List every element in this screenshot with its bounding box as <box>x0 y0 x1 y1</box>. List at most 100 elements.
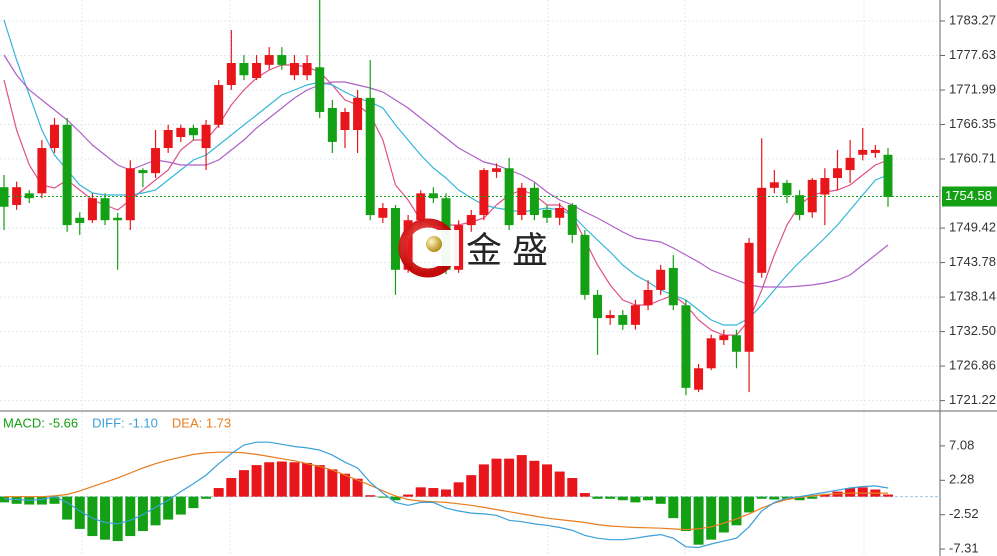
macd-bar <box>163 496 174 520</box>
candle-body <box>163 129 173 149</box>
candle-body <box>378 207 388 218</box>
candle-body <box>542 209 552 218</box>
candle-body <box>252 63 262 78</box>
macd-bar <box>441 489 451 497</box>
candle-body <box>492 168 502 172</box>
macd-bar <box>377 496 388 498</box>
macd-bar <box>36 496 47 505</box>
candle-body <box>264 55 274 65</box>
candle-body <box>681 305 691 388</box>
macd-bar <box>630 496 641 503</box>
candle-body <box>50 124 60 149</box>
candle-body <box>757 187 767 273</box>
candle-body <box>479 170 489 216</box>
watermark-text: 金 盛 <box>466 230 548 271</box>
macd-bar <box>643 496 654 501</box>
macd-bar <box>112 496 123 542</box>
macd-bar <box>769 496 780 500</box>
macd-bar <box>756 496 767 499</box>
y-tick-label: 2.28 <box>949 472 974 487</box>
y-tick-label: 1743.78 <box>949 254 996 269</box>
macd-bar <box>339 473 350 497</box>
candle-body <box>694 368 704 390</box>
macd-bar <box>605 496 616 499</box>
macd-bar <box>579 493 590 497</box>
y-tick-label: -2.52 <box>949 506 979 521</box>
candle-body <box>214 85 224 125</box>
y-tick-label: 1721.22 <box>949 392 996 407</box>
macd-bar <box>592 496 603 499</box>
y-tick-label: 1726.86 <box>949 358 996 373</box>
candle-body <box>176 127 186 138</box>
candle-body <box>188 127 198 136</box>
candle-body <box>719 335 729 341</box>
macd-bar <box>718 496 729 533</box>
y-tick-label: 1732.50 <box>949 323 996 338</box>
candle-body <box>580 234 590 295</box>
candle-body <box>403 220 413 270</box>
price-panel: 1783.27 1777.63 1771.99 1766.35 1760.71 1749.… <box>0 0 997 407</box>
candle-body <box>277 55 287 65</box>
candle-body <box>795 195 805 216</box>
candle-body <box>668 267 678 306</box>
macd-bar <box>819 494 830 497</box>
macd-bar <box>554 471 565 497</box>
y-tick-label: 1777.63 <box>949 47 996 62</box>
macd-bar <box>87 496 98 537</box>
candle-body <box>138 170 148 174</box>
candle-body <box>151 148 161 174</box>
macd-bar <box>883 494 893 497</box>
candle-body <box>37 148 47 194</box>
candle-body <box>593 294 603 319</box>
candle-body <box>643 289 653 306</box>
macd-bar <box>276 461 287 497</box>
legend-entry: MACD: -5.66 <box>3 415 78 430</box>
y-tick-label: 1783.27 <box>949 12 996 27</box>
candle-body <box>529 187 539 216</box>
logo-ball <box>426 236 442 252</box>
candle-body <box>340 111 350 130</box>
macd-bar <box>542 464 553 497</box>
macd-bar <box>289 462 300 497</box>
macd-legend: MACD: -5.66 DIFF: -1.10 DEA: 1.73 <box>3 415 231 430</box>
candle-body <box>416 193 426 221</box>
candle-body <box>517 187 527 216</box>
candle-body <box>87 198 97 221</box>
macd-bar <box>188 496 199 509</box>
candle-body <box>832 168 842 179</box>
macd-bar <box>744 496 755 513</box>
macd-bar <box>668 496 679 519</box>
diff-line <box>3 441 889 549</box>
macd-bar <box>693 496 704 545</box>
candle-body <box>315 67 325 112</box>
candle-body <box>744 242 754 352</box>
macd-bar <box>74 496 85 529</box>
macd-bar <box>428 488 439 497</box>
macd-bar <box>390 496 401 501</box>
macd-bar <box>516 455 527 497</box>
candle-body <box>353 97 363 130</box>
macd-bar <box>0 496 9 503</box>
logo-cut <box>437 230 459 266</box>
macd-bar <box>150 496 161 526</box>
candle-body <box>706 338 716 369</box>
candle-body <box>302 63 312 76</box>
last-price-label: 1754.58 <box>945 188 992 203</box>
macd-bar <box>478 464 489 497</box>
macd-bar <box>62 496 73 520</box>
macd-bar <box>175 496 186 515</box>
macd-panel: 7.08 2.28 -2.52 -7.31 <box>0 437 979 555</box>
candle-body <box>555 207 565 218</box>
y-tick-label: 7.08 <box>949 437 974 452</box>
candle-body <box>75 217 85 223</box>
macd-bar <box>352 478 363 497</box>
macd-bar <box>491 458 502 497</box>
macd-bar <box>238 470 249 497</box>
candle-body <box>428 193 438 199</box>
candle-body <box>858 149 868 155</box>
candle-body <box>630 305 640 325</box>
candle-body <box>125 168 135 221</box>
y-tick-label: 1738.14 <box>949 289 996 304</box>
vertical-grid <box>81 0 865 556</box>
